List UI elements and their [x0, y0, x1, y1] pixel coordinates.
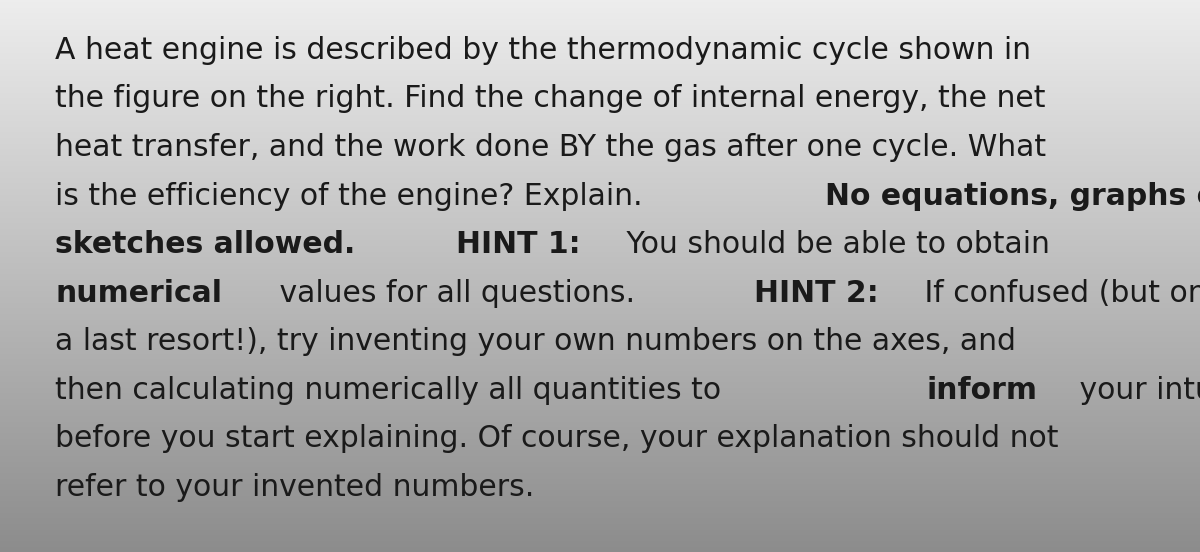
Text: A heat engine is described by the thermodynamic cycle shown in: A heat engine is described by the thermo…	[55, 36, 1031, 65]
Text: numerical: numerical	[55, 279, 222, 308]
Text: is the efficiency of the engine? Explain.: is the efficiency of the engine? Explain…	[55, 182, 652, 211]
Text: before you start explaining. Of course, your explanation should not: before you start explaining. Of course, …	[55, 424, 1058, 454]
Text: You should be able to obtain: You should be able to obtain	[617, 230, 1050, 259]
Text: No equations, graphs or: No equations, graphs or	[826, 182, 1200, 211]
Text: then calculating numerically all quantities to: then calculating numerically all quantit…	[55, 376, 731, 405]
Text: values for all questions.: values for all questions.	[270, 279, 646, 308]
Text: refer to your invented numbers.: refer to your invented numbers.	[55, 473, 534, 502]
Text: sketches allowed.: sketches allowed.	[55, 230, 366, 259]
Text: heat transfer, and the work done BY the gas after one cycle. What: heat transfer, and the work done BY the …	[55, 133, 1046, 162]
Text: HINT 1:: HINT 1:	[456, 230, 581, 259]
Text: HINT 2:: HINT 2:	[754, 279, 878, 308]
Text: your intuition: your intuition	[1070, 376, 1200, 405]
Text: If confused (but only as: If confused (but only as	[914, 279, 1200, 308]
Text: a last resort!), try inventing your own numbers on the axes, and: a last resort!), try inventing your own …	[55, 327, 1016, 357]
Text: the figure on the right. Find the change of internal energy, the net: the figure on the right. Find the change…	[55, 84, 1045, 114]
Text: inform: inform	[926, 376, 1038, 405]
